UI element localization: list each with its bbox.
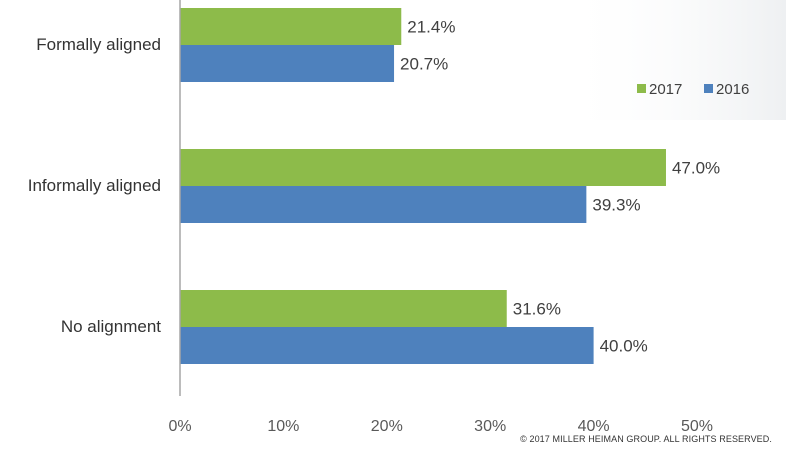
- legend-label: 2016: [716, 81, 749, 98]
- x-tick-label: 50%: [681, 418, 713, 435]
- category-label: No alignment: [61, 317, 161, 336]
- data-label: 39.3%: [592, 196, 640, 215]
- bar-2016: [180, 327, 594, 364]
- category-label: Formally aligned: [36, 35, 161, 54]
- legend-label: 2017: [649, 81, 682, 98]
- bar-2017: [180, 8, 402, 45]
- legend: 2017 2016: [637, 81, 749, 98]
- data-label: 47.0%: [672, 159, 720, 178]
- data-label: 21.4%: [407, 18, 455, 37]
- x-tick-label: 40%: [578, 418, 610, 435]
- data-label: 40.0%: [600, 337, 648, 356]
- bar-2016: [180, 45, 395, 82]
- legend-swatch: [637, 84, 646, 93]
- bar-2016: [180, 186, 587, 223]
- background-texture: [560, 0, 786, 120]
- category-label: Informally aligned: [28, 176, 161, 195]
- x-tick-label: 0%: [168, 418, 191, 435]
- data-label: 31.6%: [513, 300, 561, 319]
- bar-2017: [180, 149, 666, 186]
- copyright-notice: © 2017 MILLER HEIMAN GROUP. ALL RIGHTS R…: [520, 434, 772, 444]
- data-label: 20.7%: [400, 55, 448, 74]
- bar-2017: [180, 290, 507, 327]
- x-tick-label: 10%: [267, 418, 299, 435]
- x-tick-label: 30%: [474, 418, 506, 435]
- legend-swatch: [704, 84, 713, 93]
- x-tick-label: 20%: [371, 418, 403, 435]
